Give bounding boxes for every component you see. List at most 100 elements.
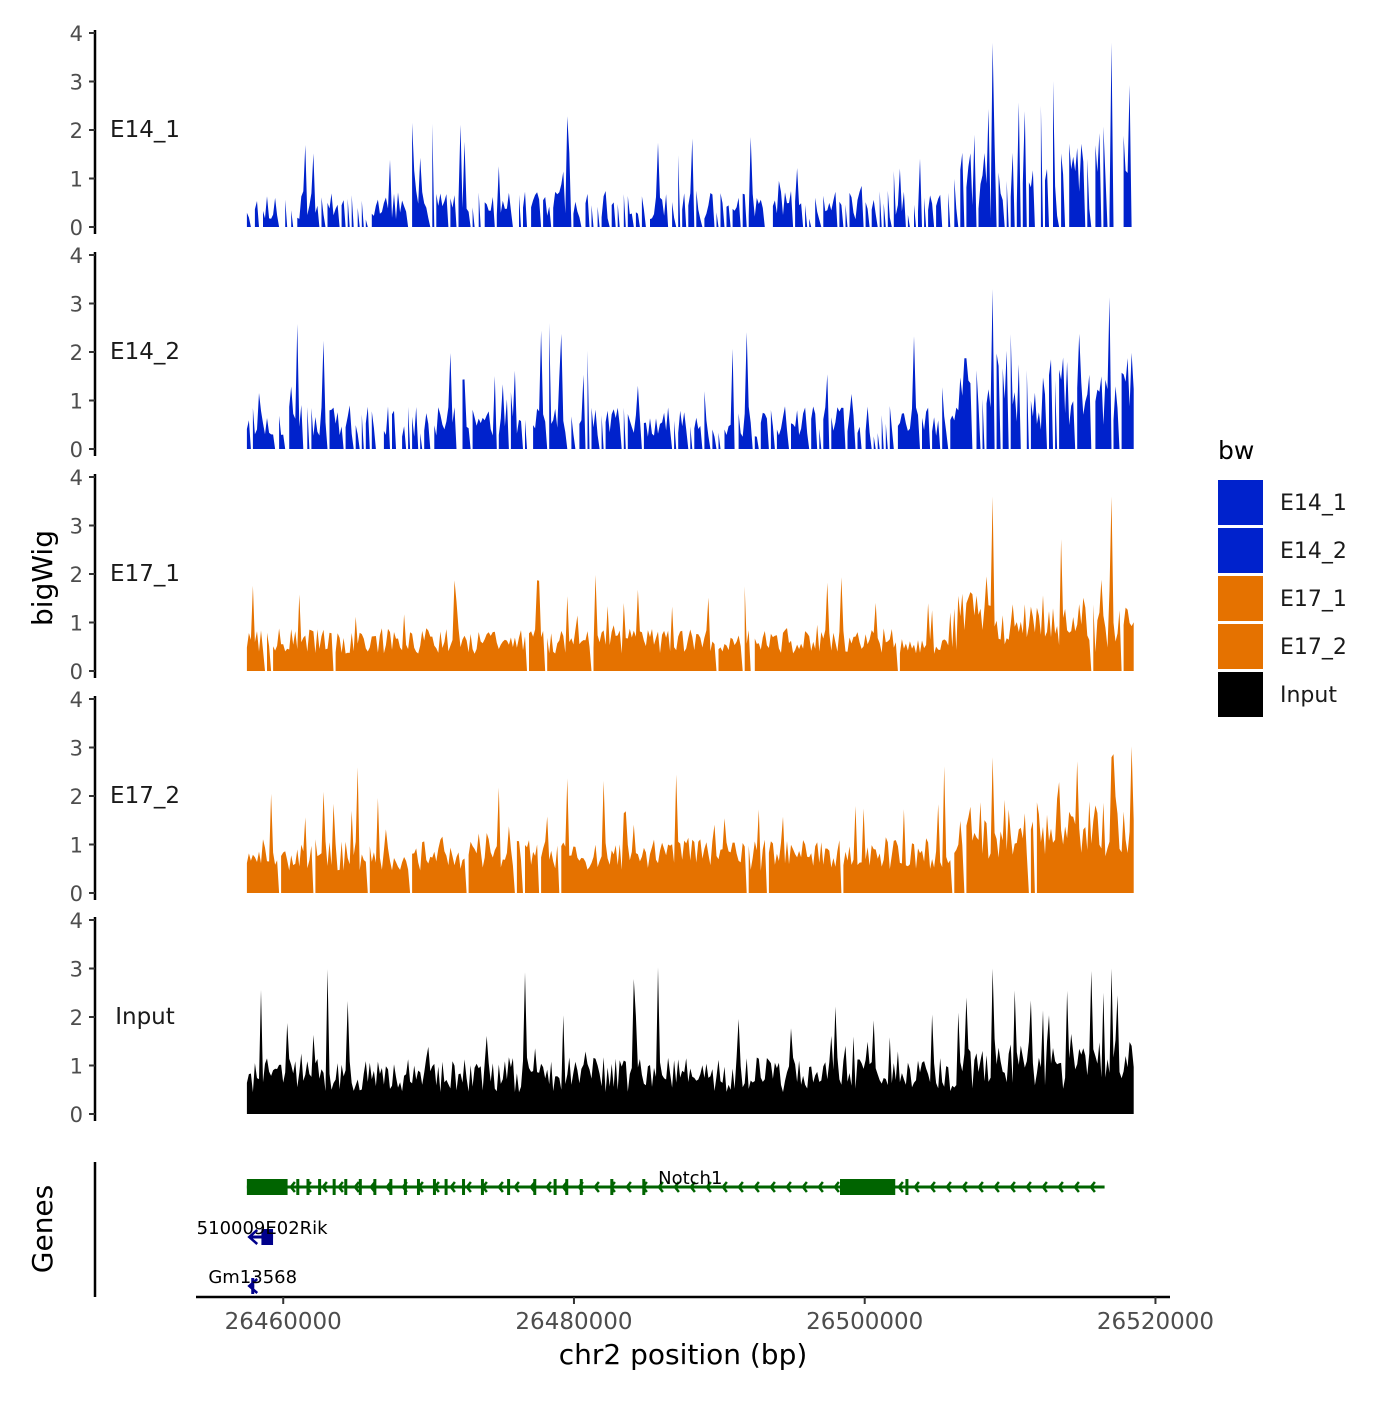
track-label-Input: Input (115, 1004, 175, 1030)
exon (389, 1179, 393, 1195)
coverage-area-E14_1 (246, 42, 1134, 228)
strand-arrow (657, 1181, 664, 1193)
exon (251, 1278, 255, 1294)
y-tick-label-Input-0: 0 (70, 1103, 83, 1127)
y-tick-label-E17_1-0: 0 (70, 660, 83, 684)
strand-arrow (247, 1278, 259, 1294)
exon (403, 1179, 407, 1195)
tracks-area: 0 1 2 3 4 E14_1 0 1 2 3 4 E14_2 0 1 2 3 4 E17_1 0 1 2 3 4 E17_2… (70, 22, 1134, 1127)
track-Input: 0 1 2 3 4 Input (70, 909, 1134, 1127)
exon (610, 1179, 614, 1195)
exon (462, 1179, 466, 1195)
legend-swatch (1218, 624, 1263, 669)
gene-label-Gm13568: Gm13568 (208, 1267, 297, 1288)
exon (246, 1179, 288, 1195)
y-tick-label-Input-3: 3 (70, 958, 83, 982)
strand-arrow (769, 1181, 776, 1193)
strand-arrow (465, 1181, 472, 1193)
strand-arrow (689, 1181, 696, 1193)
y-tick-label-E14_2-3: 3 (70, 293, 83, 317)
strand-arrow (785, 1181, 792, 1193)
legend-item-Input: Input (1218, 672, 1337, 717)
exon (332, 1179, 336, 1195)
strand-arrow (753, 1181, 760, 1193)
strand-arrow (337, 1181, 344, 1193)
y-tick-label-E17_2-2: 2 (70, 785, 83, 809)
exon (553, 1179, 557, 1195)
y-tick-label-E17_2-4: 4 (70, 688, 83, 712)
gene-Notch1: Notch1 (246, 1168, 1105, 1195)
y-tick-label-E14_1-2: 2 (70, 119, 83, 143)
strand-arrow (1025, 1181, 1032, 1193)
exon (432, 1179, 436, 1195)
gene-label-2510009E02Rik: 510009E02Rik (197, 1218, 328, 1239)
legend: bw E14_1 E14_2 E17_1 E17_2 Input (1218, 436, 1347, 717)
exon (642, 1179, 646, 1195)
coverage-area-E17_2 (246, 746, 1134, 893)
y-tick-label-E14_1-3: 3 (70, 71, 83, 95)
y-tick-label-E17_2-1: 1 (70, 834, 83, 858)
legend-item-E17_2: E17_2 (1218, 624, 1347, 669)
strand-arrow (497, 1181, 504, 1193)
x-tick-label: 26460000 (225, 1309, 342, 1335)
coverage-area-Input (246, 967, 1134, 1114)
legend-label: E14_1 (1280, 491, 1347, 516)
coverage-area-E14_2 (246, 289, 1134, 449)
track-E17_2: 0 1 2 3 4 E17_2 (70, 688, 1134, 906)
y-tick-label-E14_1-0: 0 (70, 216, 83, 240)
legend-title: bw (1218, 436, 1254, 465)
track-label-E17_1: E17_1 (110, 561, 180, 587)
strand-arrow (817, 1181, 824, 1193)
exon (905, 1179, 909, 1195)
strand-arrow (961, 1181, 968, 1193)
x-tick-label: 26480000 (515, 1309, 632, 1335)
strand-arrow (1073, 1181, 1080, 1193)
gene-2510009E02Rik: 510009E02Rik (197, 1218, 328, 1245)
strand-arrow (247, 1229, 259, 1245)
y-tick-label-E14_2-0: 0 (70, 438, 83, 462)
strand-arrow (1089, 1181, 1096, 1193)
strand-arrow (321, 1181, 328, 1193)
y-tick-label-E17_2-0: 0 (70, 882, 83, 906)
gene-label-Notch1: Notch1 (658, 1168, 722, 1189)
strand-arrow (625, 1181, 632, 1193)
y-tick-label-E14_1-4: 4 (70, 22, 83, 46)
strand-arrow (1057, 1181, 1064, 1193)
y-axis-title: bigWig (26, 530, 59, 626)
x-axis: 26460000 26480000 26500000 26520000 (196, 1295, 1214, 1335)
exon (444, 1179, 448, 1195)
strand-arrow (353, 1181, 360, 1193)
y-tick-label-E17_1-1: 1 (70, 612, 83, 636)
strand-arrow (977, 1181, 984, 1193)
strand-arrow (1009, 1181, 1016, 1193)
track-E14_2: 0 1 2 3 4 E14_2 (70, 244, 1134, 462)
y-tick-label-E17_2-3: 3 (70, 737, 83, 761)
strand-arrow (929, 1181, 936, 1193)
strand-arrow (945, 1181, 952, 1193)
y-tick-label-E14_2-1: 1 (70, 390, 83, 414)
strand-arrow (513, 1181, 520, 1193)
exon (840, 1179, 896, 1195)
genes-panel: Notch1 510009E02Rik Gm13568 (93, 1162, 1105, 1297)
exon (579, 1179, 583, 1195)
track-label-E14_1: E14_1 (110, 117, 180, 143)
exon (344, 1179, 348, 1195)
legend-label: E17_2 (1280, 635, 1347, 660)
exon (416, 1179, 420, 1195)
strand-arrow (913, 1181, 920, 1193)
x-tick-label: 26500000 (806, 1309, 923, 1335)
legend-swatch (1218, 576, 1263, 621)
strand-arrow (897, 1181, 904, 1193)
legend-label: Input (1280, 683, 1337, 708)
track-E14_1: 0 1 2 3 4 E14_1 (70, 22, 1134, 240)
y-tick-label-E14_1-1: 1 (70, 168, 83, 192)
y-tick-label-Input-4: 4 (70, 909, 83, 933)
legend-swatch (1218, 672, 1263, 717)
strand-arrow (801, 1181, 808, 1193)
exon (480, 1179, 484, 1195)
strand-arrow (1041, 1181, 1048, 1193)
legend-label: E17_1 (1280, 587, 1347, 612)
exon (358, 1179, 362, 1195)
